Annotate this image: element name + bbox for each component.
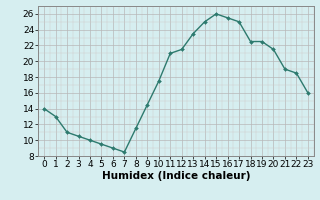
X-axis label: Humidex (Indice chaleur): Humidex (Indice chaleur) xyxy=(102,171,250,181)
